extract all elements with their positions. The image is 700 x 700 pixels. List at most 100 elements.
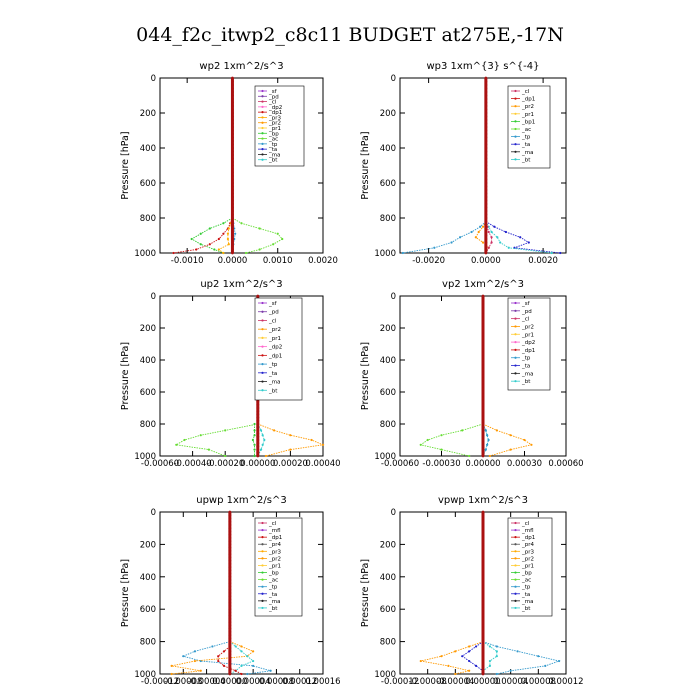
- zero-profile-point: [481, 381, 485, 384]
- zero-profile-point: [481, 294, 485, 298]
- zero-profile-point: [481, 568, 485, 572]
- zero-profile-point: [231, 181, 234, 185]
- zero-profile-point: [484, 153, 488, 157]
- legend-marker: [514, 550, 517, 553]
- series-point-bp: [253, 454, 256, 458]
- legend-marker: [261, 148, 264, 151]
- series-point-pr2: [170, 664, 173, 668]
- legend-marker: [514, 380, 517, 383]
- zero-profile-point: [231, 115, 234, 118]
- zero-profile-point: [231, 251, 234, 255]
- series-point-ac: [244, 251, 248, 255]
- zero-profile-point: [231, 230, 234, 234]
- y-tick-label: 0: [151, 74, 156, 84]
- series-point-pr2: [264, 454, 268, 458]
- zero-profile-point: [481, 323, 485, 327]
- series-point-tp: [495, 645, 498, 648]
- zero-profile-point: [231, 185, 234, 188]
- zero-profile-point: [231, 237, 234, 241]
- series-point-tp: [487, 438, 490, 442]
- legend-marker: [261, 578, 264, 581]
- legend-marker: [261, 550, 264, 553]
- zero-profile-point: [481, 594, 485, 598]
- legend-entry: _ta: [268, 592, 277, 598]
- panel-title: wp2 1xm^2/s^3: [199, 61, 283, 72]
- series-point-pr2: [530, 443, 533, 446]
- panel-title: vpwp 1xm^2/s^3: [438, 495, 528, 506]
- zero-profile-point: [484, 118, 488, 122]
- series-point-ac: [224, 454, 227, 458]
- series-point-pr2: [468, 669, 471, 672]
- series-point-ta: [474, 664, 478, 668]
- y-tick-label: 800: [380, 638, 396, 648]
- legend-box: [254, 85, 305, 167]
- series-point-cl: [487, 230, 490, 234]
- series-point-pr2: [477, 230, 480, 234]
- legend-entry: _pr3: [521, 549, 535, 555]
- legend-marker: [514, 364, 517, 367]
- zero-profile-point: [231, 111, 234, 115]
- zero-profile-point: [484, 223, 488, 227]
- legend-marker: [261, 319, 264, 322]
- zero-profile-point: [484, 83, 488, 87]
- legend-entry: _cl: [521, 317, 530, 323]
- legend-entry: _tp: [268, 585, 278, 591]
- x-tick-label: -0.0020: [412, 256, 445, 266]
- series-point-pr2: [289, 434, 292, 437]
- series-point-bt: [490, 230, 493, 234]
- y-tick-label: 0: [151, 292, 156, 302]
- series-point-bt: [496, 236, 499, 239]
- y-axis-label: Pressure [hPa]: [120, 342, 131, 410]
- legend-marker: [261, 116, 264, 119]
- y-tick-label: 1000: [374, 452, 396, 462]
- zero-profile-point: [481, 539, 485, 543]
- zero-profile-point: [481, 365, 485, 368]
- series-point-ac: [440, 434, 443, 437]
- legend-box: [507, 517, 553, 617]
- zero-profile-point: [481, 585, 485, 588]
- panel-1: wp3 1xm^{3} s^{-4} Pressure [hPa] 0 200 400 6…: [360, 61, 567, 266]
- y-tick-label: 600: [380, 388, 396, 398]
- zero-profile-point: [231, 160, 234, 164]
- zero-profile-point: [484, 174, 488, 178]
- zero-profile-point: [481, 640, 485, 643]
- legend-marker: [514, 585, 517, 588]
- series-point-bt: [252, 659, 255, 663]
- series-point-tp: [193, 650, 197, 653]
- series-point-bp: [253, 434, 256, 437]
- zero-profile-point: [228, 666, 232, 669]
- series-point-ac: [426, 438, 429, 442]
- series-point-bt: [488, 645, 492, 648]
- legend-entry: _tp: [521, 135, 531, 141]
- y-tick-label: 800: [140, 638, 156, 648]
- legend-marker: [514, 356, 517, 359]
- x-tick-label: 0.0010: [263, 256, 293, 266]
- legend-marker: [514, 89, 517, 93]
- zero-profile-point: [256, 400, 260, 403]
- series-point-tp: [450, 241, 453, 244]
- x-tick-label: 0.00020: [273, 459, 308, 469]
- series-point-tp: [470, 230, 473, 234]
- y-tick-label: 1000: [374, 249, 396, 259]
- zero-profile-point: [481, 617, 485, 621]
- zero-profile-point: [481, 390, 485, 394]
- zero-profile-point: [228, 601, 232, 605]
- series-point-pr2: [252, 650, 255, 653]
- zero-profile-point: [481, 536, 485, 540]
- zero-profile-point: [231, 80, 234, 83]
- legend-marker: [514, 599, 517, 602]
- series-point-bt: [261, 443, 264, 446]
- legend-entry: _dp1: [268, 535, 282, 541]
- legend-entry: _pd: [521, 309, 532, 315]
- legend-entry: _pr3: [268, 115, 282, 121]
- x-tick-label: -0.0010: [171, 256, 204, 266]
- legend-entry: _cl: [268, 521, 277, 527]
- zero-profile-point: [481, 326, 485, 330]
- legend-marker: [514, 606, 517, 610]
- zero-profile-point: [228, 614, 232, 618]
- zero-profile-point: [481, 413, 485, 416]
- zero-profile-point: [228, 526, 232, 530]
- legend-marker: [514, 317, 517, 320]
- series-point-bt: [261, 434, 264, 437]
- zero-profile-point: [481, 620, 485, 624]
